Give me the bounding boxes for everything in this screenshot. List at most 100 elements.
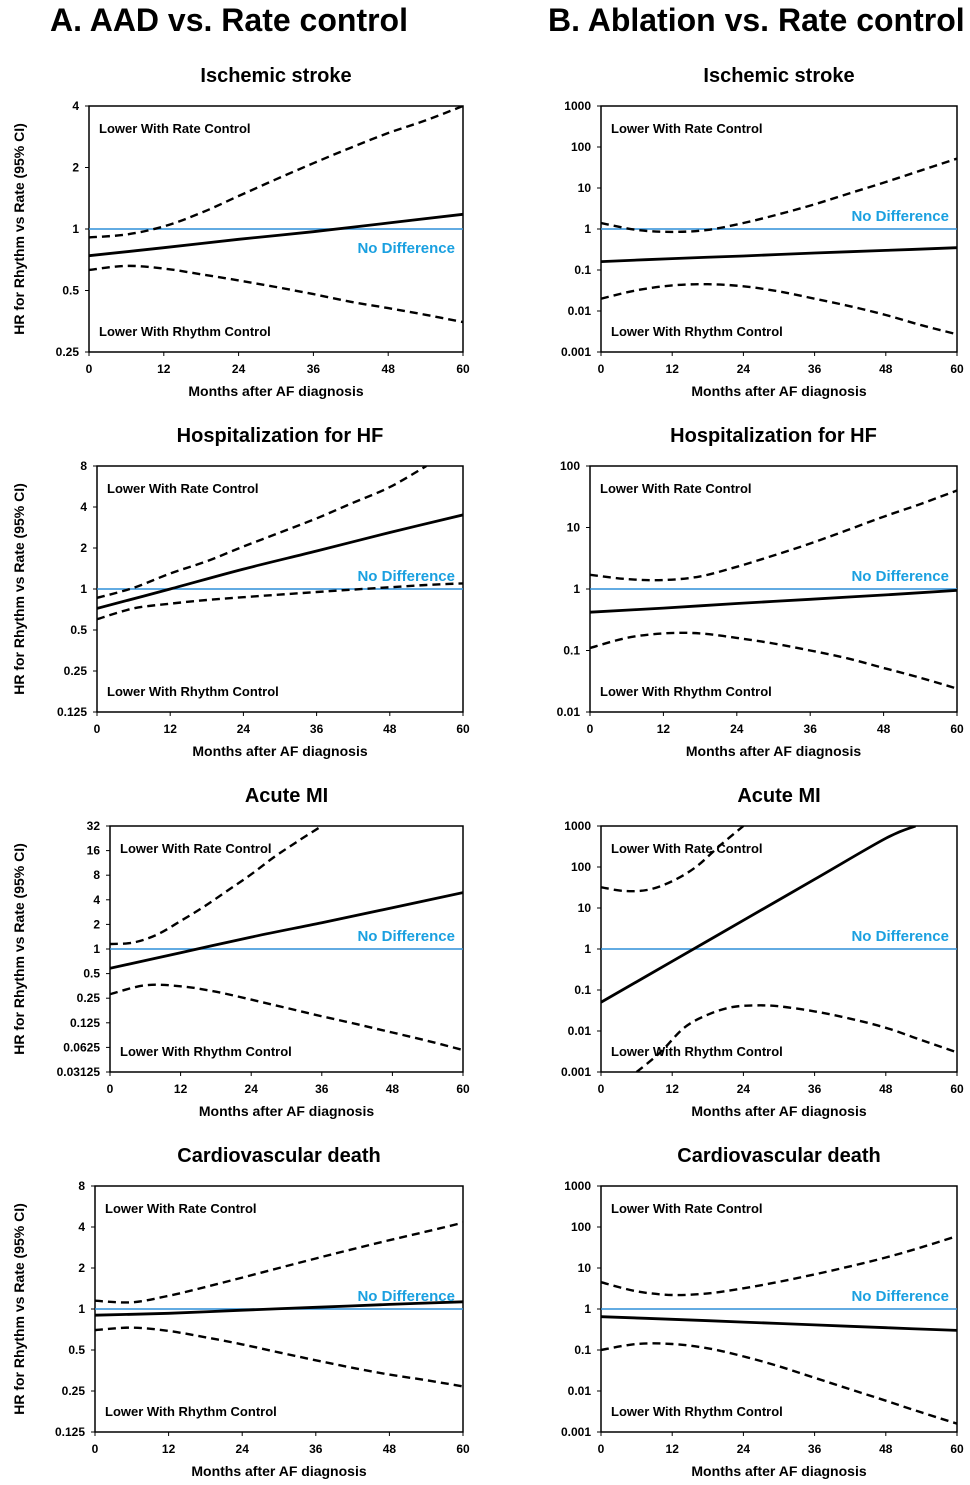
- no-difference-label: No Difference: [357, 568, 455, 585]
- panel-title: Hospitalization for HF: [670, 425, 877, 447]
- x-tick-label: 12: [666, 362, 680, 376]
- x-axis-label: Months after AF diagnosis: [686, 743, 861, 759]
- x-tick-label: 0: [587, 722, 594, 736]
- y-tick-label: 4: [72, 99, 79, 113]
- hr-estimate-line: [110, 891, 463, 970]
- x-axis-label: Months after AF diagnosis: [199, 1103, 374, 1119]
- y-tick-label: 1: [584, 222, 591, 236]
- x-tick-label: 24: [237, 722, 251, 736]
- y-tick-label: 4: [93, 893, 100, 907]
- x-tick-label: 24: [737, 1442, 751, 1456]
- x-tick-label: 12: [174, 1082, 188, 1096]
- y-tick-label: 100: [571, 1220, 591, 1234]
- x-tick-label: 24: [737, 1082, 751, 1096]
- y-tick-label: 0.001: [561, 345, 591, 359]
- x-tick-label: 60: [950, 722, 964, 736]
- no-difference-label: No Difference: [851, 568, 949, 585]
- no-difference-label: No Difference: [357, 1288, 455, 1305]
- ci-bound-line-2: [89, 264, 463, 324]
- x-tick-label: 48: [879, 1082, 893, 1096]
- ci-bound-line-1: [95, 1221, 463, 1304]
- ci-bound-line-1: [601, 1234, 957, 1297]
- ci-bound-line-2: [590, 631, 957, 690]
- upper-region-label: Lower With Rate Control: [600, 481, 752, 496]
- hr-estimate-line: [601, 826, 917, 1004]
- x-tick-label: 12: [666, 1442, 680, 1456]
- panel-title: Cardiovascular death: [177, 1145, 380, 1167]
- ci-bound-line-2: [601, 1342, 957, 1425]
- y-tick-label: 0.1: [574, 983, 591, 997]
- ci-bound-line-2: [95, 1326, 463, 1388]
- x-tick-label: 60: [456, 1442, 470, 1456]
- x-tick-label: 12: [164, 722, 178, 736]
- y-tick-label: 0.01: [568, 1024, 592, 1038]
- x-tick-label: 12: [157, 362, 171, 376]
- x-tick-label: 0: [107, 1082, 114, 1096]
- y-axis-label: HR for Rhythm vs Rate (95% CI): [11, 483, 27, 695]
- y-tick-label: 0.25: [77, 991, 101, 1005]
- x-tick-label: 48: [382, 362, 396, 376]
- y-tick-label: 10: [578, 1261, 592, 1275]
- y-tick-label: 8: [80, 459, 87, 473]
- x-tick-label: 24: [730, 722, 744, 736]
- panel-title: Acute MI: [737, 785, 820, 807]
- chart-panel-3: Hospitalization for HF 0.01 0.1 1 10 100 0 12 24…: [557, 425, 964, 759]
- x-tick-label: 0: [598, 1442, 605, 1456]
- no-difference-label: No Difference: [851, 928, 949, 945]
- x-axis-label: Months after AF diagnosis: [691, 1463, 866, 1479]
- y-tick-label: 4: [78, 1220, 85, 1234]
- upper-region-label: Lower With Rate Control: [99, 121, 251, 136]
- x-tick-label: 12: [657, 722, 671, 736]
- x-tick-label: 36: [808, 362, 822, 376]
- y-tick-label: 0.5: [70, 623, 87, 637]
- panel-title: Ischemic stroke: [703, 65, 854, 87]
- y-tick-label: 1: [584, 1302, 591, 1316]
- lower-region-label: Lower With Rhythm Control: [600, 684, 772, 699]
- x-axis-label: Months after AF diagnosis: [192, 743, 367, 759]
- y-tick-label: 1: [584, 942, 591, 956]
- y-axis-label: HR for Rhythm vs Rate (95% CI): [11, 123, 27, 335]
- y-tick-label: 0.125: [70, 1016, 100, 1030]
- upper-region-label: Lower With Rate Control: [611, 841, 763, 856]
- y-tick-label: 1: [80, 582, 87, 596]
- upper-region-label: Lower With Rate Control: [105, 1201, 257, 1216]
- y-tick-label: 0.25: [62, 1384, 86, 1398]
- x-tick-label: 36: [309, 1442, 323, 1456]
- y-tick-label: 8: [93, 868, 100, 882]
- x-tick-label: 48: [879, 362, 893, 376]
- x-tick-label: 0: [92, 1442, 99, 1456]
- y-tick-label: 0.5: [62, 284, 79, 298]
- y-tick-label: 0.1: [563, 644, 580, 658]
- y-tick-label: 0.125: [57, 705, 87, 719]
- y-tick-label: 1000: [564, 819, 591, 833]
- chart-panel-4: Acute MI0.031250.06250.1250.250.51248163…: [11, 785, 470, 1119]
- lower-region-label: Lower With Rhythm Control: [120, 1044, 292, 1059]
- y-tick-label: 1: [78, 1302, 85, 1316]
- x-tick-label: 36: [310, 722, 324, 736]
- y-tick-label: 32: [87, 819, 101, 833]
- lower-region-label: Lower With Rhythm Control: [611, 324, 783, 339]
- lower-region-label: Lower With Rhythm Control: [611, 1044, 783, 1059]
- x-tick-label: 36: [808, 1442, 822, 1456]
- y-tick-label: 0.0625: [63, 1040, 100, 1054]
- ci-bound-line-2: [601, 282, 957, 336]
- y-tick-label: 2: [80, 541, 87, 555]
- x-tick-label: 0: [598, 362, 605, 376]
- y-tick-label: 10: [578, 181, 592, 195]
- panel-title: Hospitalization for HF: [177, 425, 384, 447]
- y-tick-label: 8: [78, 1179, 85, 1193]
- x-tick-label: 60: [456, 1082, 470, 1096]
- x-tick-label: 0: [94, 722, 101, 736]
- y-tick-label: 0.125: [55, 1425, 85, 1439]
- y-tick-label: 0.03125: [57, 1065, 101, 1079]
- y-tick-label: 2: [93, 917, 100, 931]
- x-axis-label: Months after AF diagnosis: [691, 1103, 866, 1119]
- y-tick-label: 0.01: [557, 705, 581, 719]
- no-difference-label: No Difference: [851, 1288, 949, 1305]
- y-axis-label: HR for Rhythm vs Rate (95% CI): [11, 1203, 27, 1415]
- no-difference-label: No Difference: [851, 208, 949, 225]
- lower-region-label: Lower With Rhythm Control: [99, 324, 271, 339]
- y-tick-label: 2: [78, 1261, 85, 1275]
